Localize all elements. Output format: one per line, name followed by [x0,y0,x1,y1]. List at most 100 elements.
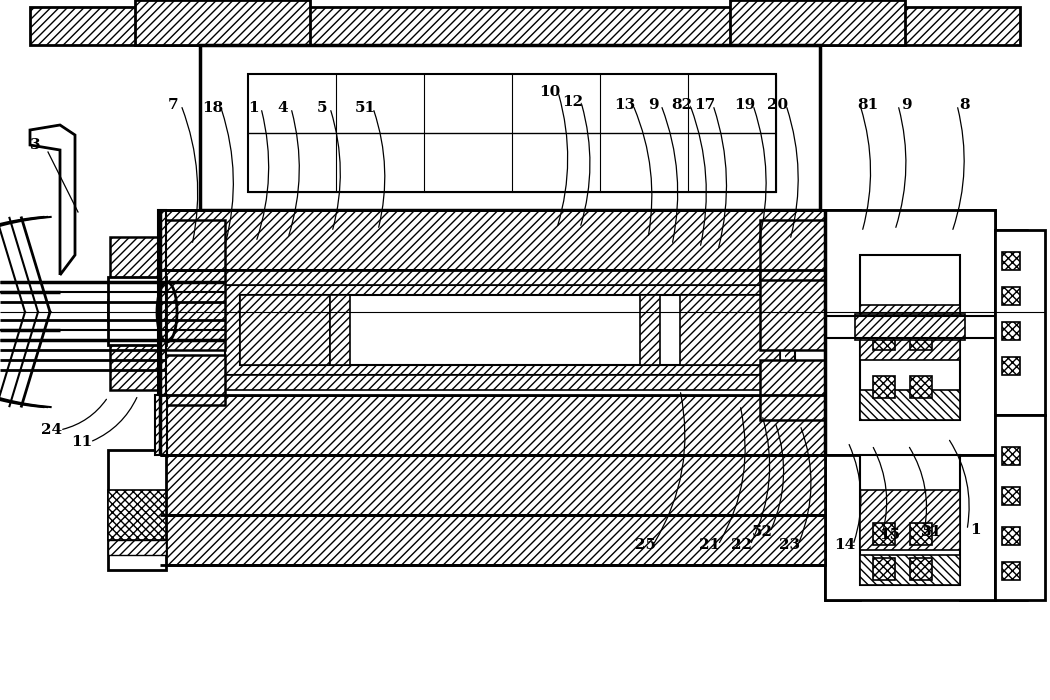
Text: 9: 9 [648,98,658,112]
Bar [240,295,780,365]
Bar [225,375,795,390]
Bar [424,133,512,192]
Text: 1: 1 [970,523,981,537]
Bar [200,45,230,210]
Bar [240,295,330,365]
Bar [860,390,960,420]
Bar [108,292,166,330]
Bar [160,455,225,490]
Text: 7: 7 [168,98,178,112]
Bar [860,305,960,360]
Bar [160,355,225,405]
Bar [108,300,163,310]
Bar [600,74,688,133]
Text: 81: 81 [858,98,879,112]
Text: 10: 10 [540,85,561,99]
Bar [910,523,932,545]
Text: 82: 82 [671,98,693,112]
Bar [910,558,932,580]
Text: 4: 4 [277,101,289,115]
Bar [1002,487,1020,505]
Bar [215,53,805,202]
Bar [110,280,165,342]
Bar [1002,252,1020,270]
Bar [248,133,336,192]
Bar [760,220,825,280]
Bar [1002,287,1020,305]
Bar [512,74,600,133]
Bar [160,210,825,270]
Bar [910,328,932,350]
Bar [760,360,825,420]
Bar [110,237,165,285]
Bar [790,45,820,210]
Bar [135,0,310,45]
Bar [960,210,995,455]
Bar [760,270,825,350]
Bar [248,74,776,192]
Text: 20: 20 [768,98,789,112]
Text: 14: 14 [835,538,856,552]
Bar [330,295,350,365]
Text: 21: 21 [699,538,720,552]
Text: 12: 12 [563,95,584,109]
Bar [825,316,995,338]
Bar [825,455,860,600]
Text: 8: 8 [960,98,970,112]
Bar [108,450,166,570]
Text: 9: 9 [901,98,911,112]
Bar [336,74,424,133]
Bar [680,295,780,365]
Bar [825,455,995,600]
Bar [995,230,1027,415]
Bar [248,74,336,133]
Bar [158,210,166,395]
Text: 17: 17 [694,98,716,112]
Bar [108,540,166,555]
Bar [1002,447,1020,465]
Bar [110,342,165,390]
Bar [160,220,225,270]
Bar [995,415,1027,600]
Bar [825,210,995,455]
Bar [910,376,932,398]
Bar [860,490,960,550]
Text: 19: 19 [734,98,756,112]
Bar [30,7,1020,45]
Text: 22: 22 [732,538,753,552]
Bar [600,133,688,192]
Text: 3: 3 [29,138,40,152]
Bar [160,455,825,515]
Bar [995,415,1045,600]
Bar [108,277,166,345]
Text: 15: 15 [880,528,901,542]
Bar [160,270,225,350]
PathPatch shape [30,125,75,275]
Text: 25: 25 [634,538,655,552]
Bar [155,395,167,455]
Text: 31: 31 [922,525,943,539]
Bar [688,74,776,133]
Bar [110,540,165,565]
Bar [160,515,825,565]
Bar [200,45,820,65]
Bar [424,74,512,133]
Bar [200,45,820,210]
Bar [336,133,424,192]
Text: 52: 52 [752,525,773,539]
Bar [873,523,895,545]
Bar [873,328,895,350]
Bar [860,455,960,585]
Bar [1002,322,1020,340]
Text: 13: 13 [614,98,635,112]
Bar [960,455,995,600]
Bar [825,210,860,455]
Bar [160,395,825,455]
Text: 51: 51 [355,101,376,115]
Bar [855,314,965,340]
Bar [160,270,825,395]
Bar [200,195,820,210]
Bar [200,45,820,210]
Bar [860,255,960,420]
Bar [1002,357,1020,375]
